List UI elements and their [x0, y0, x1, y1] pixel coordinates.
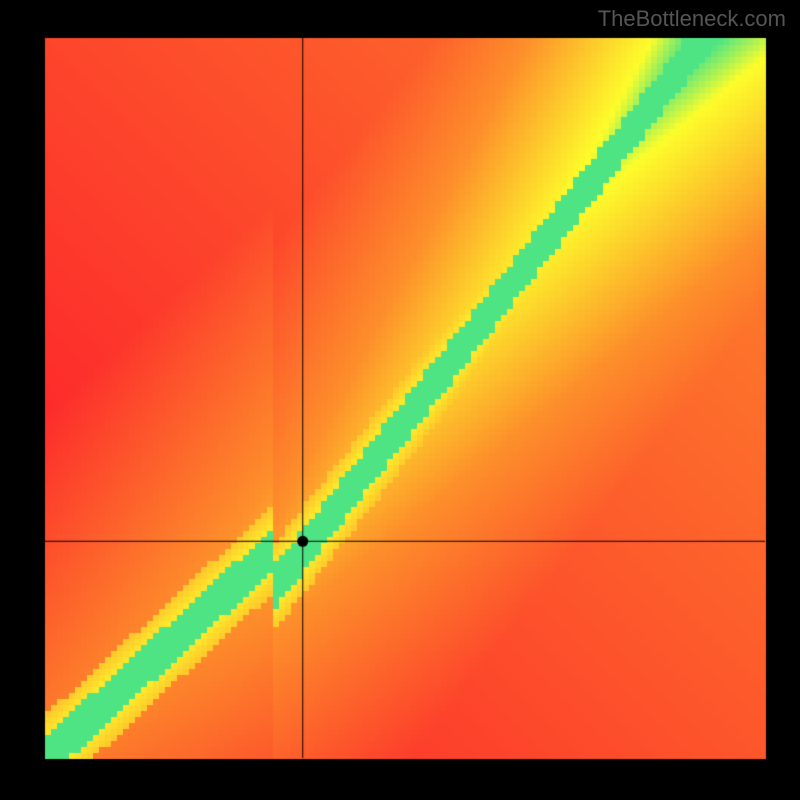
chart-container: TheBottleneck.com: [0, 0, 800, 800]
heatmap-canvas: [0, 0, 800, 800]
watermark-text: TheBottleneck.com: [598, 6, 786, 32]
